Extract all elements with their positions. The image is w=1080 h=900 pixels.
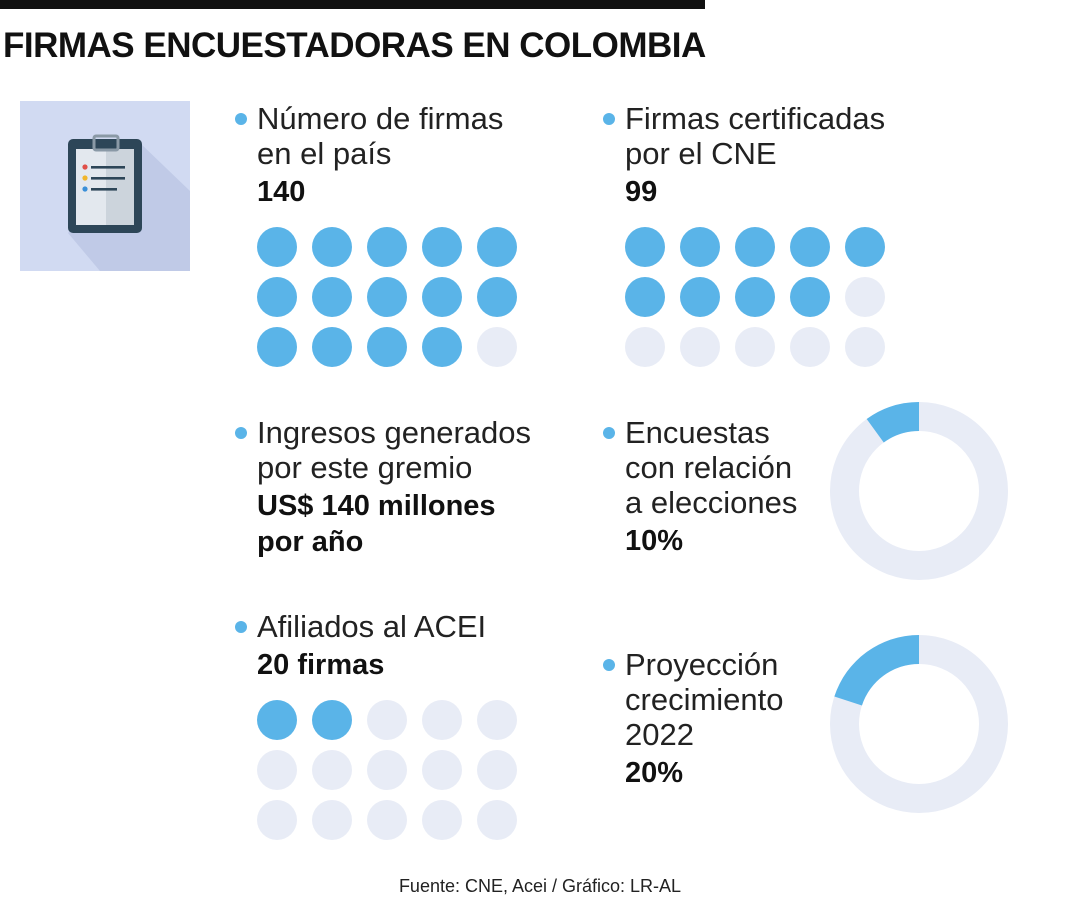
unit-dot-empty [845, 277, 885, 317]
unit-dot-empty [625, 327, 665, 367]
unit-dot-empty [477, 750, 517, 790]
unit-dot-empty [680, 327, 720, 367]
unit-dot-filled [845, 227, 885, 267]
unit-dot-filled [790, 277, 830, 317]
label-line: Encuestas [625, 415, 770, 450]
unit-dot-empty [422, 750, 462, 790]
stat-revenue: Ingresos generados por este gremio US$ 1… [235, 415, 531, 560]
bullet-icon [235, 427, 247, 439]
label-line: 2022 [625, 717, 694, 752]
unit-dot-filled [257, 227, 297, 267]
unit-dot-filled [312, 327, 352, 367]
unit-dot-empty [367, 700, 407, 740]
label-line: Proyección [625, 647, 779, 682]
unit-dot-empty [257, 800, 297, 840]
source-footer: Fuente: CNE, Acei / Gráfico: LR-AL [398, 876, 682, 896]
unit-dot-empty [312, 800, 352, 840]
stat-election-surveys: Encuestas con relación a elecciones 10% [603, 415, 797, 559]
unit-dot-filled [680, 277, 720, 317]
unit-dot-filled [422, 327, 462, 367]
label-line: a elecciones [625, 485, 798, 520]
bullet-icon [235, 621, 247, 633]
unit-dot-empty [367, 750, 407, 790]
unit-dot-empty [477, 800, 517, 840]
label-line: Firmas certificadas [625, 101, 886, 136]
bullet-icon [603, 113, 615, 125]
label-line: Afiliados al ACEI [257, 609, 487, 644]
unit-dot-empty [422, 700, 462, 740]
stat-value: 99 [625, 176, 658, 208]
donut-slice [866, 402, 919, 443]
label-line: con relación [625, 450, 793, 485]
stat-value: por año [257, 526, 364, 558]
stat-value: 10% [625, 525, 684, 557]
page-title: FIRMAS ENCUESTADORAS EN COLOMBIA [3, 26, 706, 65]
unit-dot-filled [680, 227, 720, 267]
unit-dot-filled [422, 277, 462, 317]
unit-dot-empty [257, 750, 297, 790]
donut-track [830, 402, 1008, 580]
stat-value: US$ 140 millones [257, 490, 496, 522]
donut-election-surveys [830, 402, 1008, 580]
label-line: en el país [257, 136, 392, 171]
unit-dot-filled [735, 277, 775, 317]
unit-dot-filled [790, 227, 830, 267]
unit-dot-filled [367, 227, 407, 267]
unit-dot-empty [477, 327, 517, 367]
unit-dot-filled [477, 227, 517, 267]
label-line: Ingresos generados [257, 415, 532, 450]
unit-dot-filled [257, 700, 297, 740]
unit-dot-filled [367, 277, 407, 317]
stat-acei: Afiliados al ACEI 20 firmas [235, 609, 486, 683]
unit-dot-filled [257, 277, 297, 317]
unit-dot-filled [625, 227, 665, 267]
unit-dot-empty [422, 800, 462, 840]
donut-slice [834, 635, 919, 706]
bullet-icon [235, 113, 247, 125]
unit-dot-empty [735, 327, 775, 367]
unit-dot-empty [477, 700, 517, 740]
unit-dot-filled [367, 327, 407, 367]
stat-value: 140 [257, 176, 306, 208]
stat-firms-total: Número de firmas en el país 140 [235, 101, 503, 210]
bullet-icon [603, 659, 615, 671]
label-line: por el CNE [625, 136, 777, 171]
unit-dot-empty [367, 800, 407, 840]
unit-dot-filled [735, 227, 775, 267]
unit-dot-filled [477, 277, 517, 317]
unit-dot-filled [422, 227, 462, 267]
label-line: crecimiento [625, 682, 784, 717]
unit-dot-filled [312, 277, 352, 317]
stat-firms-certified: Firmas certificadas por el CNE 99 [603, 101, 885, 210]
unit-dot-filled [312, 700, 352, 740]
unit-dot-filled [312, 227, 352, 267]
unit-dot-filled [257, 327, 297, 367]
bullet-icon [603, 427, 615, 439]
donut-growth [830, 635, 1008, 813]
top-rule [0, 0, 705, 9]
unit-dot-empty [845, 327, 885, 367]
label-line: Número de firmas [257, 101, 504, 136]
stat-value: 20 firmas [257, 649, 385, 681]
clipboard-icon [68, 134, 190, 271]
stat-growth: Proyección crecimiento 2022 20% [603, 647, 784, 791]
label-line: por este gremio [257, 450, 473, 485]
stat-value: 20% [625, 757, 684, 789]
unit-dot-filled [625, 277, 665, 317]
unit-dot-empty [790, 327, 830, 367]
unit-dot-empty [312, 750, 352, 790]
clipboard-icon-tile [20, 101, 190, 271]
